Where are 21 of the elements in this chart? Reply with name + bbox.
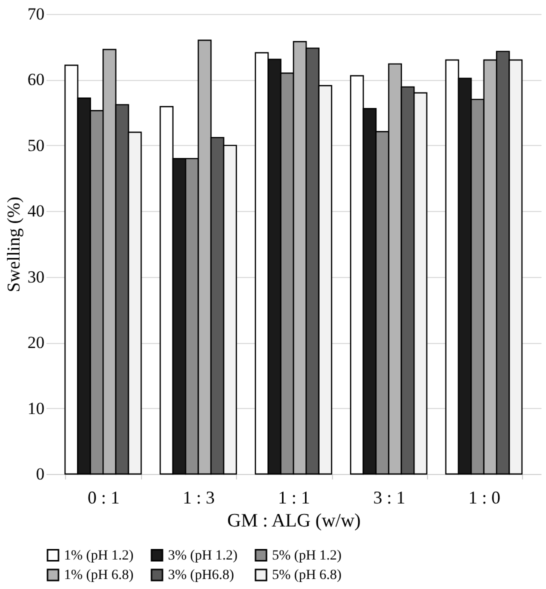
y-tick-label: 50 — [28, 136, 44, 155]
legend-label: 5% (pH 6.8) — [272, 568, 342, 583]
y-tick-label: 0 — [36, 464, 44, 484]
y-tick-label: 10 — [28, 398, 44, 418]
x-tick-label: 0 : 1 — [88, 488, 120, 508]
x-tick-label: 1 : 3 — [182, 488, 215, 508]
y-axis-title: Swelling (%) — [4, 196, 24, 292]
legend-label: 5% (pH 1.2) — [272, 548, 342, 564]
x-tick-label: 3 : 1 — [373, 488, 406, 508]
legend-label: 3% (pH6.8) — [168, 568, 234, 583]
x-axis-title: GM : ALG (w/w) — [227, 510, 361, 532]
y-tick-label: 60 — [28, 70, 44, 90]
legend-label: 3% (pH 1.2) — [168, 548, 238, 564]
legend-label: 1% (pH 6.8) — [64, 568, 134, 583]
x-tick-label: 1 : 1 — [278, 488, 310, 508]
x-tick-label: 1 : 0 — [468, 488, 500, 508]
legend-label: 1% (pH 1.2) — [64, 548, 134, 564]
y-tick-label: 20 — [28, 333, 44, 352]
y-tick-label: 40 — [28, 202, 44, 221]
y-tick-label: 30 — [28, 267, 44, 286]
y-tick-label: 70 — [28, 4, 44, 24]
